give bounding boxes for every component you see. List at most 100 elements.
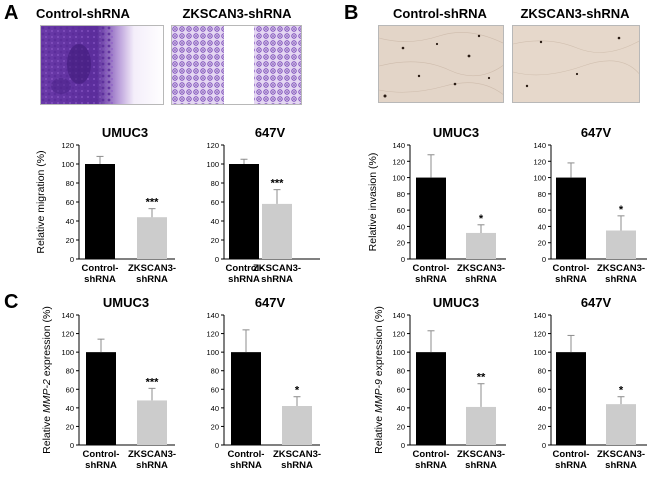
category-label: shRNA bbox=[465, 274, 497, 285]
chart-C-mmp9-647v: 0 20 40 60 80 100 120 140 647V Control-shRNA * ZKSC… bbox=[533, 295, 647, 471]
category-label: ZKSCAN3- bbox=[457, 263, 505, 274]
chart-title: 647V bbox=[255, 125, 286, 140]
category-label: ZKSCAN3- bbox=[457, 449, 505, 460]
y-tick-label: 60 bbox=[211, 198, 219, 207]
y-tick-label: 0 bbox=[542, 441, 546, 450]
chart-title: UMUC3 bbox=[433, 125, 479, 140]
category-label: shRNA bbox=[465, 460, 497, 471]
y-tick-label: 60 bbox=[66, 198, 74, 207]
category-label: shRNA bbox=[84, 274, 116, 285]
category-label: Control- bbox=[553, 449, 590, 460]
category-label: shRNA bbox=[85, 460, 117, 471]
y-tick-label: 120 bbox=[533, 157, 546, 166]
y-tick-label: 140 bbox=[533, 141, 546, 150]
y-axis-label-part: Relative bbox=[373, 413, 385, 454]
y-tick-label: 140 bbox=[392, 311, 405, 320]
chart-A-umuc3: 0 20 40 60 80 100 120 UMUC3 Relative migration (… bbox=[35, 125, 176, 285]
micrograph-label-a-zkscan3: ZKSCAN3-shRNA bbox=[182, 6, 292, 21]
y-tick-label: 20 bbox=[538, 422, 546, 431]
y-tick-label: 120 bbox=[206, 330, 219, 339]
category-label: Control- bbox=[83, 449, 120, 460]
bar-zkscan3 bbox=[606, 404, 636, 445]
category-label: Control- bbox=[413, 449, 450, 460]
y-tick-label: 80 bbox=[538, 190, 546, 199]
significance-marker: *** bbox=[146, 376, 160, 388]
y-tick-label: 0 bbox=[401, 255, 405, 264]
y-tick-label: 120 bbox=[392, 157, 405, 166]
panel-letter-a: A bbox=[4, 2, 19, 24]
chart-B-umuc3: 0 20 40 60 80 100 120 140 UMUC3 Relative invasion… bbox=[367, 125, 506, 285]
y-tick-label: 80 bbox=[538, 367, 546, 376]
y-axis-label-part: expression (%) bbox=[373, 306, 385, 379]
chart-title: 647V bbox=[255, 295, 286, 310]
y-tick-label: 60 bbox=[538, 206, 546, 215]
y-axis-label-part: MMP-9 bbox=[373, 379, 385, 413]
chart-A-647v: 0 20 40 60 80 100 120 647V Control-shRNA *** ZKSCA… bbox=[206, 125, 320, 285]
category-label: ZKSCAN3- bbox=[253, 263, 301, 274]
y-tick-label: 20 bbox=[211, 236, 219, 245]
y-tick-label: 80 bbox=[211, 367, 219, 376]
y-axis-label-part: expression (%) bbox=[41, 306, 53, 379]
micrograph-b-zkscan3 bbox=[512, 25, 640, 103]
y-axis-label-part: MMP-2 bbox=[41, 379, 53, 413]
category-label: shRNA bbox=[281, 460, 313, 471]
significance-marker: ** bbox=[477, 372, 486, 384]
category-label: ZKSCAN3- bbox=[597, 449, 645, 460]
y-tick-label: 140 bbox=[206, 311, 219, 320]
chart-B-647v: 0 20 40 60 80 100 120 140 647V Control-shRNA * ZKSC… bbox=[533, 125, 647, 285]
chart-title: UMUC3 bbox=[102, 125, 148, 140]
category-label: Control- bbox=[82, 263, 119, 274]
panel-letter-b: B bbox=[344, 2, 359, 24]
y-tick-label: 60 bbox=[397, 385, 405, 394]
y-axis-label: Relative MMP-2 expression (%) bbox=[41, 306, 53, 454]
y-tick-label: 60 bbox=[211, 385, 219, 394]
y-tick-label: 80 bbox=[66, 367, 74, 376]
y-tick-label: 20 bbox=[397, 239, 405, 248]
y-axis-label-part: Relative invasion (%) bbox=[367, 153, 379, 252]
significance-marker: * bbox=[619, 385, 624, 397]
bar-zkscan3 bbox=[262, 203, 292, 259]
y-tick-label: 0 bbox=[401, 441, 405, 450]
y-tick-label: 60 bbox=[397, 206, 405, 215]
y-tick-label: 120 bbox=[61, 330, 74, 339]
y-tick-label: 40 bbox=[211, 404, 219, 413]
y-tick-label: 40 bbox=[66, 217, 74, 226]
bar-control bbox=[229, 164, 259, 259]
category-label: shRNA bbox=[261, 274, 293, 285]
y-tick-label: 100 bbox=[61, 160, 74, 169]
bar-zkscan3 bbox=[466, 232, 496, 259]
chart-title: 647V bbox=[581, 295, 612, 310]
y-tick-label: 80 bbox=[211, 179, 219, 188]
chart-title: UMUC3 bbox=[433, 295, 479, 310]
chart-C-mmp2-647v: 0 20 40 60 80 100 120 140 647V Control-shRNA * ZKSC… bbox=[206, 295, 321, 471]
y-tick-label: 100 bbox=[533, 174, 546, 183]
y-tick-label: 140 bbox=[392, 141, 405, 150]
bar-zkscan3 bbox=[466, 406, 496, 445]
bar-control bbox=[416, 177, 446, 259]
y-axis-label: Relative MMP-9 expression (%) bbox=[373, 306, 385, 454]
y-tick-label: 140 bbox=[61, 311, 74, 320]
category-label: shRNA bbox=[555, 274, 587, 285]
bar-control bbox=[556, 352, 586, 445]
bar-control bbox=[556, 177, 586, 259]
y-tick-label: 80 bbox=[66, 179, 74, 188]
y-tick-label: 80 bbox=[397, 367, 405, 376]
y-tick-label: 100 bbox=[61, 348, 74, 357]
y-tick-label: 80 bbox=[397, 190, 405, 199]
category-label: shRNA bbox=[415, 460, 447, 471]
category-label: Control- bbox=[228, 449, 265, 460]
bar-zkscan3 bbox=[137, 217, 167, 259]
category-label: Control- bbox=[226, 263, 263, 274]
y-tick-label: 40 bbox=[397, 404, 405, 413]
y-tick-label: 100 bbox=[206, 348, 219, 357]
category-label: shRNA bbox=[555, 460, 587, 471]
category-label: ZKSCAN3- bbox=[128, 449, 176, 460]
bar-control bbox=[231, 352, 261, 445]
y-axis-label-part: Relative migration (%) bbox=[35, 150, 47, 253]
y-tick-label: 20 bbox=[397, 422, 405, 431]
y-tick-label: 40 bbox=[538, 404, 546, 413]
y-tick-label: 100 bbox=[392, 174, 405, 183]
micrograph-label-b-zkscan3: ZKSCAN3-shRNA bbox=[520, 6, 630, 21]
panel-letter-c: C bbox=[4, 291, 19, 313]
